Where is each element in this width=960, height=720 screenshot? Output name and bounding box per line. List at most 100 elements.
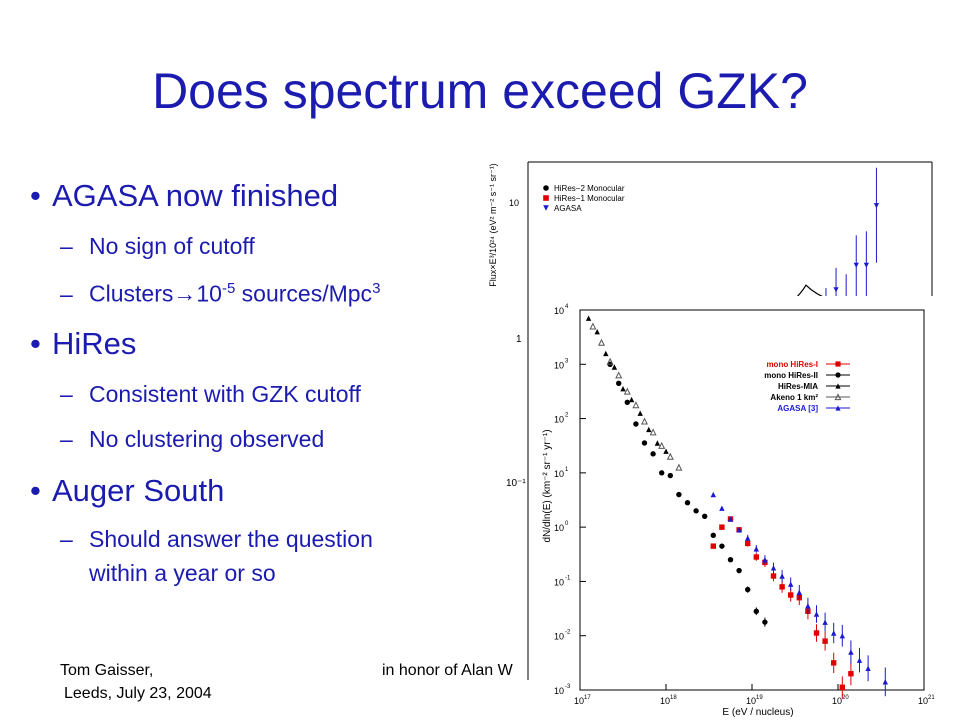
plot2-point <box>606 357 614 365</box>
sub-clusters-base: 10 <box>196 280 222 307</box>
plot2-point <box>633 421 639 427</box>
plot2-point <box>788 592 794 598</box>
plot2-point <box>702 513 708 519</box>
plot2-point <box>666 452 674 460</box>
plot2-point <box>727 516 734 522</box>
sub-text: Consistent with GZK cutoff <box>89 381 361 407</box>
plot2-ytick-label: 10 <box>554 360 564 370</box>
plot2-legend-label: HiRes-MIA <box>778 382 818 391</box>
plot2-point <box>745 540 751 547</box>
plot1-ytick-1: 1 <box>516 334 522 345</box>
plot1-legend-label: HiRes−1 Monocular <box>554 194 625 203</box>
plot2-ytick-exp: 0 <box>565 521 569 527</box>
plot2-ytick-label: 10 <box>554 632 564 642</box>
footer-author: Tom Gaisser, <box>60 662 154 679</box>
plot2-point <box>676 491 682 498</box>
plot2-legend-label: mono HiRes-I <box>766 360 818 369</box>
plot2-point <box>762 619 768 625</box>
plot2-point <box>620 386 626 392</box>
plot2-point <box>736 527 742 533</box>
plot2-ytick-exp: -2 <box>565 630 571 636</box>
plot2-point <box>632 401 640 409</box>
plot2-point <box>585 315 592 321</box>
sub-text: within a year or so <box>89 560 276 586</box>
plot2-point <box>770 573 777 579</box>
plot2-point <box>745 586 751 593</box>
plot2-point <box>736 567 742 574</box>
plot2-point <box>796 589 802 595</box>
plot2-point <box>615 371 623 379</box>
plot2-xtick-exp: 17 <box>584 695 591 701</box>
plot2-point <box>788 581 794 587</box>
plot2-ytick-exp: 2 <box>565 413 569 419</box>
bullet-text: AGASA now finished <box>52 178 339 213</box>
plot2-point <box>856 657 863 663</box>
plot2-point <box>649 428 657 436</box>
plot2-ytick-label: 10 <box>554 306 564 316</box>
plot2-xlabel: E (eV / nucleus) <box>722 707 793 718</box>
plot1-legend-marker <box>543 195 549 201</box>
plot2-point <box>624 399 630 405</box>
bullet-glyph: • <box>30 178 41 213</box>
plot2-xtick-exp: 20 <box>842 695 849 701</box>
plot2-point <box>616 380 622 386</box>
plot2-point <box>710 491 716 498</box>
plot2-point <box>822 619 828 625</box>
plot2-point <box>719 543 725 549</box>
plot2-point <box>719 524 725 530</box>
plot2-point <box>623 387 631 395</box>
plot2-legend-marker <box>835 383 841 389</box>
plot2-point <box>753 546 759 552</box>
plot2-point <box>813 630 820 636</box>
plot2-ytick-exp: -3 <box>565 684 571 690</box>
plot2-point <box>650 451 656 457</box>
plot2-point <box>745 535 751 541</box>
dash-glyph: – <box>60 381 73 407</box>
plot2-point <box>589 322 597 330</box>
plot2-point <box>882 679 888 685</box>
plot1-agasa-point <box>853 262 859 268</box>
plot2-point <box>663 448 669 454</box>
plot1-bg <box>486 150 950 300</box>
plot2-point <box>839 633 845 639</box>
plot2-legend: mono HiRes-I mono HiRes-II HiRes-MIA Akeno … <box>764 360 850 413</box>
plot2-legend-marker <box>835 361 841 367</box>
plot2-marks <box>585 315 888 699</box>
plot1-legend-label: HiRes−2 Monocular <box>554 184 625 193</box>
plot2-point <box>779 584 785 590</box>
plot2-point <box>813 611 820 617</box>
plot2-xtick-label: 10 <box>660 696 670 706</box>
plot1-legend-marker <box>543 205 549 211</box>
sub-clusters: – Clusters→10-5 sources/Mpc3 <box>60 280 380 308</box>
dash-glyph: – <box>60 526 73 552</box>
plot2-ytick-exp: 4 <box>565 304 569 310</box>
plot2-point <box>831 630 837 636</box>
plot2-point <box>594 329 600 335</box>
plot2-xtick-exp: 21 <box>928 695 935 701</box>
plot1-legend-marker <box>543 185 549 191</box>
plot1-ytick-0.1: 10⁻¹ <box>506 478 526 489</box>
slide-title: Does spectrum exceed GZK? <box>152 63 808 119</box>
plot2-bg <box>538 296 944 720</box>
bullet-text: HiRes <box>52 326 137 361</box>
bullet-auger: • Auger South <box>30 473 224 509</box>
plot2-point <box>710 532 716 538</box>
plot2-point <box>831 660 837 666</box>
plot2-point <box>805 603 811 609</box>
plot2-point <box>770 565 777 571</box>
plot2-ytick-exp: 1 <box>565 467 569 473</box>
plot2-point <box>640 417 649 425</box>
bullet-text: Auger South <box>52 473 225 508</box>
plot2-ytick-exp: -1 <box>565 575 571 581</box>
plot2-point <box>753 554 759 560</box>
sub-clusters-exp: -5 <box>221 280 236 297</box>
plot2-ytick-label: 10 <box>554 577 564 587</box>
plot1-gzk-curve <box>792 284 832 300</box>
plot1-agasa-point <box>873 203 880 209</box>
plot2-xtick-label: 10 <box>746 696 756 706</box>
plot2-point <box>603 350 609 357</box>
plot2-point <box>710 543 716 549</box>
plot2-ytick-label: 10 <box>554 686 564 696</box>
